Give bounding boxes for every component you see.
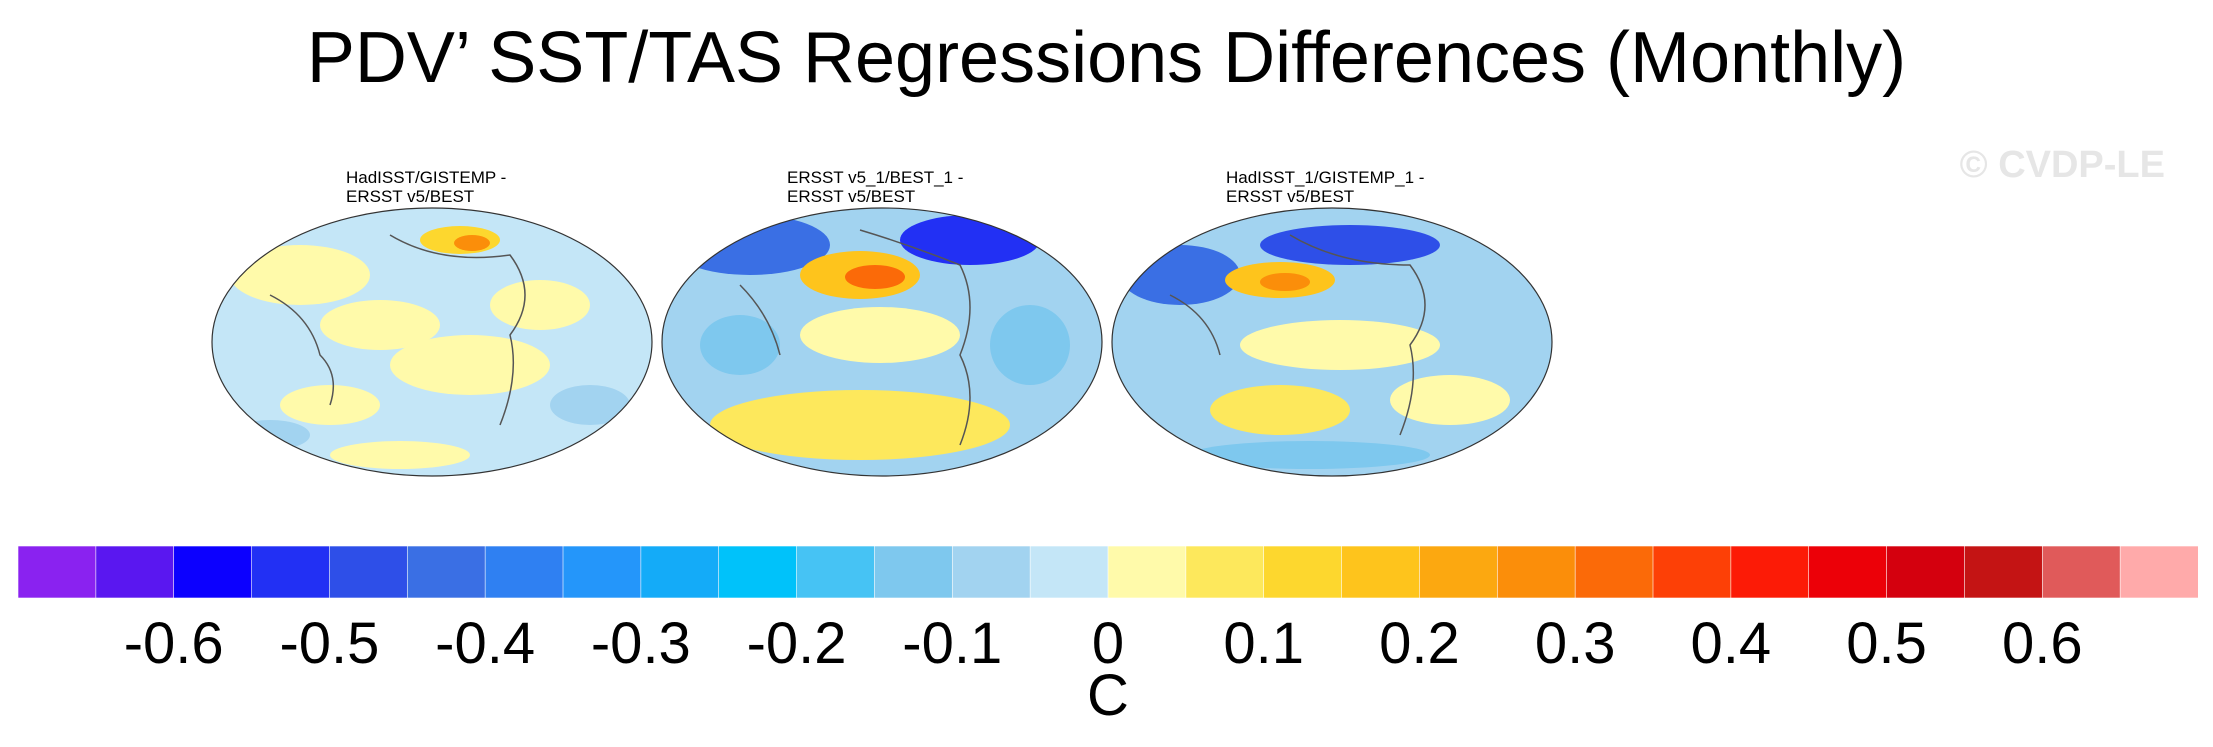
colorbar — [18, 546, 2198, 598]
colorbar-swatch — [484, 546, 564, 598]
watermark: © CVDP-LE — [1959, 144, 2165, 186]
colorbar-swatch — [1574, 546, 1654, 598]
panel-3-label: HadISST_1/GISTEMP_1 - ERSST v5/BEST — [1226, 168, 1424, 206]
colorbar-swatch — [1185, 546, 1265, 598]
colorbar-swatch — [796, 546, 876, 598]
colorbar-swatch — [1029, 546, 1109, 598]
colorbar-swatch — [1263, 546, 1343, 598]
colorbar-swatch — [1886, 546, 1966, 598]
colorbar-tick-label: 0.2 — [1379, 611, 1460, 676]
colorbar-swatch — [18, 546, 97, 598]
panel-1-label-line2: ERSST v5/BEST — [346, 187, 475, 206]
colorbar-swatch — [874, 546, 954, 598]
colorbar-swatch — [1964, 546, 2044, 598]
colorbar-tick-label: 0.3 — [1534, 611, 1616, 676]
colorbar-swatch — [1419, 546, 1499, 598]
panel-1-label: HadISST/GISTEMP - ERSST v5/BEST — [346, 168, 506, 206]
colorbar-swatch — [1496, 546, 1576, 598]
map-panel-3 — [1111, 207, 1553, 477]
map-panel-2 — [661, 207, 1103, 477]
colorbar-tick-label: -0.1 — [902, 611, 1003, 676]
colorbar-swatch — [640, 546, 720, 598]
panel-3-label-line2: ERSST v5/BEST — [1226, 187, 1355, 206]
colorbar-units-label: C — [1087, 663, 1129, 728]
colorbar-swatch — [2041, 546, 2121, 598]
panel-3-label-line1: HadISST_1/GISTEMP_1 - — [1226, 168, 1425, 187]
colorbar-tick-label: 0.6 — [2001, 611, 2083, 676]
map-panel-1 — [211, 207, 653, 477]
colorbar-tick-label: 0.5 — [1846, 611, 1927, 676]
colorbar-tick-label: 0 — [1091, 611, 1125, 676]
colorbar-tick-label: -0.6 — [123, 611, 224, 676]
colorbar-tick-label: -0.5 — [279, 611, 380, 676]
colorbar-swatch — [173, 546, 253, 598]
panel-2-label: ERSST v5_1/BEST_1 - ERSST v5/BEST — [787, 168, 963, 206]
colorbar-swatch — [406, 546, 486, 598]
colorbar-swatch — [1341, 546, 1421, 598]
colorbar-swatch — [95, 546, 175, 598]
panel-2-label-line1: ERSST v5_1/BEST_1 - — [787, 168, 964, 187]
colorbar-swatch — [718, 546, 798, 598]
colorbar-swatch — [251, 546, 331, 598]
colorbar-tick-label: -0.2 — [746, 611, 847, 676]
colorbar-swatch — [2119, 546, 2198, 598]
colorbar-swatch — [329, 546, 409, 598]
colorbar-tick-label: -0.3 — [590, 611, 691, 676]
colorbar-swatch — [951, 546, 1031, 598]
colorbar-swatch — [1808, 546, 1888, 598]
chart-title: PDV’ SST/TAS Regressions Differences (Mo… — [306, 18, 1907, 98]
colorbar-tick-label: -0.4 — [435, 611, 536, 676]
colorbar-swatch — [1652, 546, 1732, 598]
colorbar-tick-label: 0.4 — [1690, 611, 1772, 676]
panel-1-label-line1: HadISST/GISTEMP - — [346, 168, 507, 187]
colorbar-swatch — [562, 546, 642, 598]
colorbar-swatch — [1107, 546, 1187, 598]
panel-2-label-line2: ERSST v5/BEST — [787, 187, 916, 206]
colorbar-swatch — [1730, 546, 1810, 598]
colorbar-tick-label: 0.1 — [1223, 611, 1305, 676]
